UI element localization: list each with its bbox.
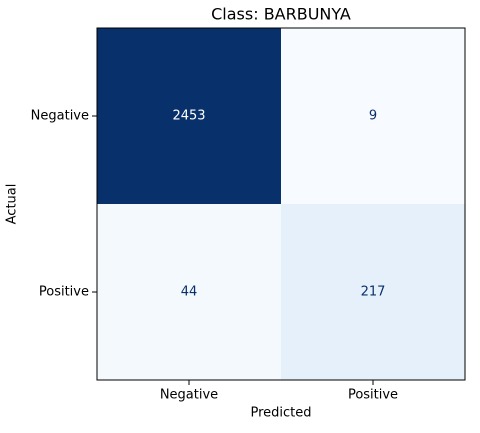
y-axis-label: Actual xyxy=(5,184,20,225)
plot-frame xyxy=(96,27,466,381)
cell xyxy=(97,204,281,380)
x-axis-label: Predicted xyxy=(250,406,311,421)
cell xyxy=(281,28,465,204)
y-tick-label: Positive xyxy=(39,285,89,300)
x-tick-label: Positive xyxy=(348,388,398,403)
x-tick-label: Negative xyxy=(160,388,218,403)
cell-label: 44 xyxy=(181,285,198,300)
cell-label: 9 xyxy=(369,109,377,124)
cell xyxy=(281,204,465,380)
y-tick-label: Negative xyxy=(31,109,89,124)
chart-title: Class: BARBUNYA xyxy=(211,5,351,24)
cell-label: 217 xyxy=(361,285,386,300)
cell xyxy=(97,28,281,204)
cell-label: 2453 xyxy=(172,109,205,124)
